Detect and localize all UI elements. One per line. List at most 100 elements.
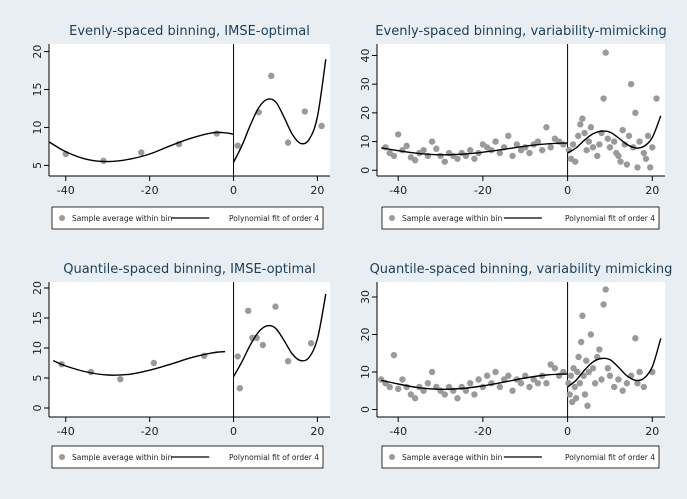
bin-average-point bbox=[454, 395, 461, 402]
bin-average-point bbox=[566, 391, 573, 398]
bin-average-point bbox=[623, 161, 631, 168]
bin-average-point bbox=[386, 383, 393, 391]
bin-average-point bbox=[644, 132, 652, 140]
legend: Sample average within bin Polynomial fit … bbox=[51, 206, 324, 230]
fit-line-right bbox=[567, 338, 662, 388]
plot-region bbox=[377, 282, 665, 417]
bin-average-point bbox=[581, 129, 588, 137]
x-tick-label: 0 bbox=[564, 184, 571, 197]
fit-line-left bbox=[52, 350, 226, 376]
bin-average-point bbox=[581, 391, 589, 398]
bin-average-point bbox=[567, 372, 575, 379]
y-tick-label: 20 bbox=[31, 45, 44, 59]
bin-average-point bbox=[517, 380, 525, 387]
y-tick-label: 20 bbox=[31, 281, 44, 295]
legend-label-points: Sample average within bin bbox=[402, 453, 503, 462]
bin-average-point bbox=[579, 312, 586, 319]
bin-average-point bbox=[534, 380, 542, 387]
bin-average-point bbox=[642, 155, 650, 162]
legend-label-fit: Polynomial fit of order 4 bbox=[565, 214, 655, 223]
x-tick-label: -20 bbox=[474, 425, 492, 438]
bin-average-point bbox=[598, 376, 605, 383]
fit-line-left bbox=[381, 373, 568, 391]
chart-title: Quantile-spaced binning, variability mim… bbox=[370, 262, 673, 277]
bin-average-point bbox=[117, 376, 124, 383]
bin-average-point bbox=[437, 152, 444, 160]
y-tick-label: 30 bbox=[359, 77, 372, 91]
bin-average-point bbox=[505, 372, 512, 379]
y-tick-label: 30 bbox=[359, 290, 372, 304]
legend-label-fit: Polynomial fit of order 4 bbox=[229, 214, 319, 223]
bin-average-point bbox=[479, 383, 487, 391]
bin-average-point bbox=[606, 144, 614, 151]
bin-average-point bbox=[577, 121, 584, 128]
bin-average-point bbox=[475, 376, 482, 383]
bin-average-point bbox=[585, 138, 592, 145]
bin-average-point bbox=[610, 138, 618, 145]
bin-average-point bbox=[602, 286, 609, 293]
bin-average-point bbox=[646, 164, 654, 171]
bin-average-point bbox=[466, 146, 474, 154]
bin-average-point bbox=[492, 368, 499, 376]
bin-average-point bbox=[575, 353, 582, 361]
y-tick-label: 15 bbox=[31, 83, 44, 97]
bin-average-point bbox=[632, 335, 639, 342]
bin-average-point bbox=[307, 340, 315, 347]
bin-average-point bbox=[483, 372, 491, 379]
bin-average-point bbox=[428, 368, 436, 376]
bin-average-point bbox=[577, 338, 585, 346]
bin-average-point bbox=[522, 144, 529, 151]
chart-panel-3: Quantile-spaced binning, IMSE-optimal 0 5 1… bbox=[31, 262, 330, 469]
chart-panel-2: Evenly-spaced binning, variability-mimic… bbox=[359, 24, 667, 230]
bin-average-point bbox=[245, 307, 252, 314]
bin-average-point bbox=[547, 144, 554, 151]
x-tick-label: 20 bbox=[645, 184, 659, 197]
bin-average-point bbox=[579, 115, 586, 122]
bin-average-point bbox=[420, 387, 427, 394]
y-tick-label: 0 bbox=[31, 405, 44, 412]
bin-average-point bbox=[584, 402, 591, 409]
y-tick-label: 40 bbox=[359, 48, 372, 62]
bin-average-point bbox=[538, 146, 546, 154]
bin-average-point bbox=[496, 383, 504, 391]
bin-average-point bbox=[403, 142, 410, 150]
bin-average-point bbox=[615, 152, 622, 160]
legend: Sample average within bin Polynomial fit … bbox=[381, 445, 660, 469]
bin-average-point bbox=[236, 385, 244, 392]
bin-average-point bbox=[272, 303, 279, 310]
bin-average-point bbox=[653, 95, 660, 102]
bin-average-point bbox=[571, 383, 578, 391]
bin-average-point bbox=[604, 135, 612, 142]
x-tick-label: 20 bbox=[310, 425, 324, 438]
legend-label-points: Sample average within bin bbox=[72, 214, 173, 223]
chart-title: Evenly-spaced binning, IMSE-optimal bbox=[69, 24, 310, 39]
bin-average-point bbox=[587, 331, 595, 338]
bin-average-point bbox=[284, 358, 292, 365]
bin-average-point bbox=[471, 155, 478, 162]
fit-line-right bbox=[232, 293, 327, 378]
bin-average-point bbox=[583, 146, 590, 154]
bin-average-points bbox=[62, 72, 325, 165]
bin-average-point bbox=[596, 141, 603, 148]
bin-average-point bbox=[583, 357, 590, 364]
bin-average-point bbox=[509, 387, 516, 394]
bin-average-point bbox=[589, 144, 597, 151]
bin-average-point bbox=[428, 138, 436, 145]
bin-average-point bbox=[234, 353, 241, 360]
bin-average-point bbox=[606, 372, 614, 379]
bin-average-point bbox=[138, 149, 145, 156]
y-tick-label: 20 bbox=[359, 328, 372, 342]
bin-average-point bbox=[471, 391, 478, 398]
y-tick-label: 10 bbox=[31, 120, 44, 134]
bin-average-point bbox=[615, 376, 622, 383]
bin-average-point bbox=[301, 108, 309, 115]
legend: Sample average within bin Polynomial fit … bbox=[51, 445, 324, 469]
bin-average-point bbox=[600, 95, 607, 102]
bin-average-point bbox=[492, 138, 499, 145]
legend-point-symbol bbox=[389, 215, 395, 221]
bin-average-point bbox=[234, 142, 241, 149]
y-tick-label: 5 bbox=[31, 375, 44, 382]
bin-average-points bbox=[58, 303, 315, 392]
bin-average-point bbox=[466, 380, 474, 387]
